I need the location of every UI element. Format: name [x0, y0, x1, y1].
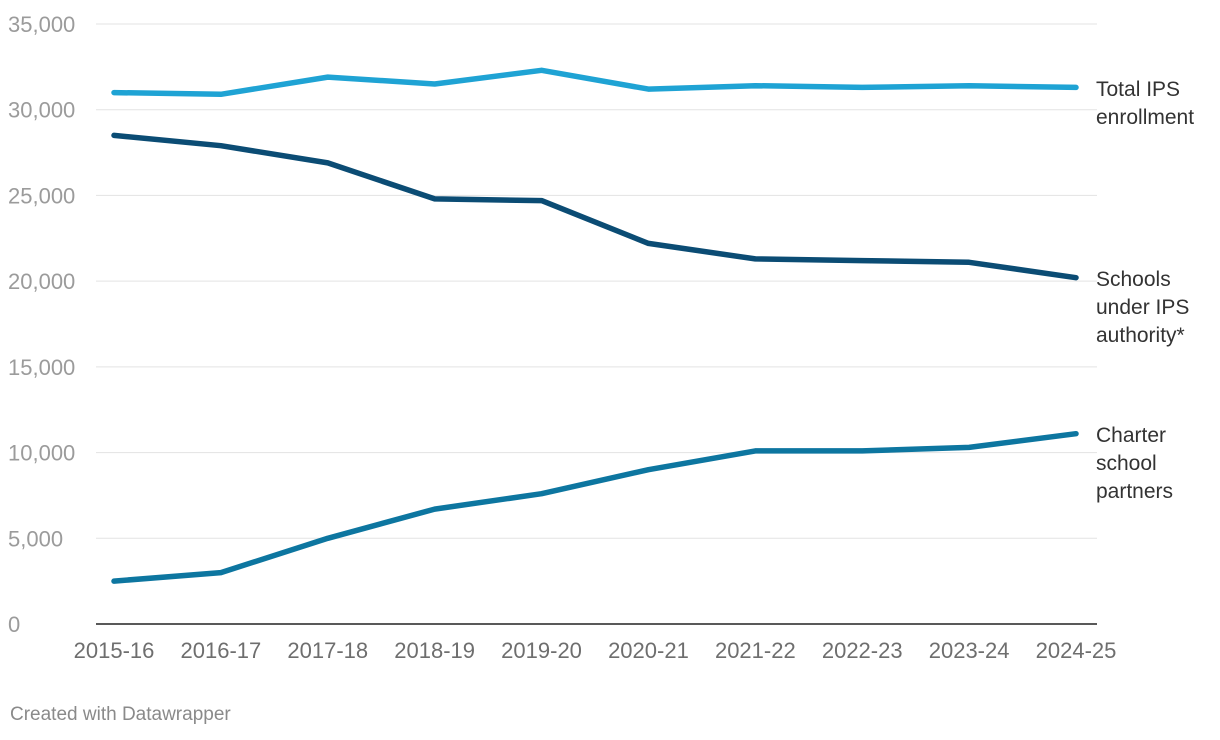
data-point [218, 92, 224, 97]
data-point [646, 467, 651, 472]
data-point [860, 85, 865, 90]
data-point [860, 258, 865, 263]
series-label-line: Charter [1096, 424, 1166, 447]
data-point [539, 491, 544, 496]
x-tick-label: 2022-23 [822, 638, 903, 663]
chart-credit: Created with Datawrapper [10, 704, 231, 725]
data-point [966, 445, 972, 450]
data-point [966, 83, 972, 88]
data-point [966, 260, 972, 265]
data-point [325, 536, 330, 541]
series-labels: Total IPS enrollment Schools under IPS autho… [1096, 78, 1194, 503]
data-point [646, 241, 651, 246]
series-line [111, 132, 1079, 281]
x-tick-label: 2016-17 [181, 638, 262, 663]
x-tick-label: 2017-18 [287, 638, 368, 663]
series-label-line: Schools [1096, 268, 1171, 291]
data-point [1073, 431, 1079, 436]
series-label-line: partners [1096, 480, 1173, 503]
series-label-line: under IPS [1096, 296, 1189, 319]
series-line [111, 430, 1079, 584]
data-point [432, 81, 437, 87]
x-tick-label: 2021-22 [715, 638, 796, 663]
x-tick-label: 2023-24 [929, 638, 1010, 663]
x-tick-label: 2019-20 [501, 638, 582, 663]
data-point [753, 448, 758, 454]
data-point [539, 198, 544, 203]
data-point [753, 256, 758, 262]
series-label: Charter school partners [1096, 424, 1173, 503]
data-point [218, 570, 224, 575]
grid-lines [96, 23, 1097, 539]
data-point [432, 506, 437, 512]
y-axis-ticks: 0 5,000 10,000 15,000 20,000 25,000 30,000 35,0… [8, 12, 75, 637]
series-label-line: enrollment [1096, 106, 1194, 129]
series-line [111, 67, 1079, 98]
data-point [1073, 85, 1079, 90]
series-label: Total IPS enrollment [1096, 78, 1194, 129]
series-label-line: school [1096, 452, 1157, 475]
x-tick-label: 2018-19 [394, 638, 475, 663]
y-tick-label: 25,000 [8, 183, 75, 208]
x-axis-ticks: 2015-16 2016-17 2017-18 2018-19 2019-20 2020-… [74, 638, 1117, 663]
data-point [325, 74, 330, 80]
y-tick-label: 35,000 [8, 12, 75, 37]
y-tick-label: 20,000 [8, 269, 75, 294]
series-lines [111, 67, 1079, 584]
y-tick-label: 0 [8, 612, 20, 637]
data-point [325, 160, 330, 166]
series-label: Schools under IPS authority* [1096, 268, 1189, 347]
data-point [860, 448, 865, 454]
y-tick-label: 10,000 [8, 441, 75, 466]
data-point [111, 90, 117, 95]
x-tick-label: 2015-16 [74, 638, 155, 663]
series-label-line: authority* [1096, 324, 1185, 347]
series-label-line: Total IPS [1096, 78, 1180, 101]
data-point [218, 143, 224, 148]
line-chart: 0 5,000 10,000 15,000 20,000 25,000 30,000 35,0… [8, 12, 1194, 663]
data-point [753, 83, 758, 88]
data-point [111, 133, 117, 138]
data-point [539, 68, 544, 73]
data-point [646, 86, 651, 92]
y-tick-label: 5,000 [8, 526, 63, 551]
x-tick-label: 2024-25 [1036, 638, 1117, 663]
data-point [111, 578, 117, 584]
data-point [1073, 275, 1079, 280]
y-tick-label: 15,000 [8, 355, 75, 380]
x-tick-label: 2020-21 [608, 638, 689, 663]
y-tick-label: 30,000 [8, 98, 75, 123]
data-point [432, 196, 437, 202]
